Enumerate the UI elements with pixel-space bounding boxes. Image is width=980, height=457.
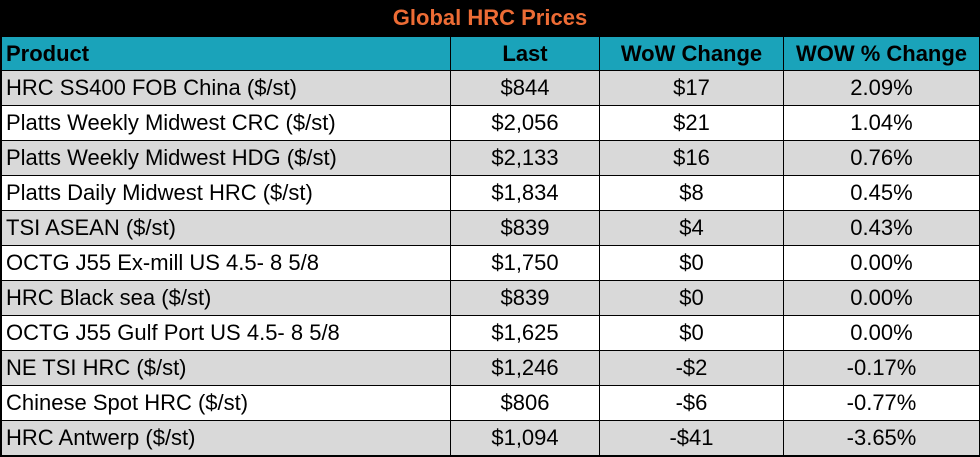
header-product: Product — [1, 36, 451, 71]
cell-wow-pct: 0.00% — [783, 315, 980, 351]
cell-last: $1,750 — [450, 245, 600, 281]
cell-last: $2,056 — [450, 105, 600, 141]
cell-product: Chinese Spot HRC ($/st) — [1, 385, 451, 421]
cell-wow-pct: 1.04% — [783, 105, 980, 141]
cell-product: Platts Daily Midwest HRC ($/st) — [1, 175, 451, 211]
table-row: TSI ASEAN ($/st) $839 $4 0.43% — [1, 210, 980, 246]
cell-wow-change: $0 — [599, 280, 784, 316]
table-row: Platts Weekly Midwest CRC ($/st) $2,056 $2… — [1, 105, 980, 141]
cell-wow-pct: 0.76% — [783, 140, 980, 176]
cell-wow-pct: 0.43% — [783, 210, 980, 246]
cell-product: HRC Antwerp ($/st) — [1, 420, 451, 456]
prices-grid: Product Last WoW Change WOW % Change HRC… — [1, 36, 980, 456]
cell-wow-pct: -0.17% — [783, 350, 980, 386]
cell-last: $844 — [450, 70, 600, 106]
cell-last: $2,133 — [450, 140, 600, 176]
cell-wow-change: $0 — [599, 315, 784, 351]
table-row: NE TSI HRC ($/st) $1,246 -$2 -0.17% — [1, 350, 980, 386]
cell-wow-change: $17 — [599, 70, 784, 106]
cell-product: Platts Weekly Midwest HDG ($/st) — [1, 140, 451, 176]
cell-wow-pct: -0.77% — [783, 385, 980, 421]
cell-product: OCTG J55 Gulf Port US 4.5- 8 5/8 — [1, 315, 451, 351]
cell-last: $839 — [450, 280, 600, 316]
header-last: Last — [450, 36, 600, 71]
cell-last: $1,834 — [450, 175, 600, 211]
header-row: Product Last WoW Change WOW % Change — [1, 36, 980, 71]
cell-wow-change: $0 — [599, 245, 784, 281]
table-title: Global HRC Prices — [1, 1, 979, 36]
cell-wow-pct: -3.65% — [783, 420, 980, 456]
table-row: HRC Antwerp ($/st) $1,094 -$41 -3.65% — [1, 420, 980, 456]
cell-wow-pct: 0.00% — [783, 245, 980, 281]
cell-wow-change: $16 — [599, 140, 784, 176]
cell-last: $839 — [450, 210, 600, 246]
cell-last: $1,246 — [450, 350, 600, 386]
table-row: HRC Black sea ($/st) $839 $0 0.00% — [1, 280, 980, 316]
cell-product: Platts Weekly Midwest CRC ($/st) — [1, 105, 451, 141]
table-row: Platts Daily Midwest HRC ($/st) $1,834 $8 0… — [1, 175, 980, 211]
cell-product: NE TSI HRC ($/st) — [1, 350, 451, 386]
table-row: HRC SS400 FOB China ($/st) $844 $17 2.09% — [1, 70, 980, 106]
cell-wow-pct: 2.09% — [783, 70, 980, 106]
table-row: OCTG J55 Ex-mill US 4.5- 8 5/8 $1,750 $0 0.… — [1, 245, 980, 281]
cell-product: HRC SS400 FOB China ($/st) — [1, 70, 451, 106]
cell-wow-change: -$6 — [599, 385, 784, 421]
header-wow-change: WoW Change — [599, 36, 784, 71]
table-body: HRC SS400 FOB China ($/st) $844 $17 2.09% Pl… — [1, 70, 980, 456]
cell-last: $806 — [450, 385, 600, 421]
table-row: OCTG J55 Gulf Port US 4.5- 8 5/8 $1,625 $0… — [1, 315, 980, 351]
cell-wow-pct: 0.00% — [783, 280, 980, 316]
cell-wow-change: $21 — [599, 105, 784, 141]
cell-product: TSI ASEAN ($/st) — [1, 210, 451, 246]
cell-last: $1,094 — [450, 420, 600, 456]
cell-wow-change: -$41 — [599, 420, 784, 456]
table-row: Platts Weekly Midwest HDG ($/st) $2,133 $1… — [1, 140, 980, 176]
header-wow-pct-change: WOW % Change — [783, 36, 980, 71]
cell-last: $1,625 — [450, 315, 600, 351]
cell-wow-change: $4 — [599, 210, 784, 246]
cell-wow-change: -$2 — [599, 350, 784, 386]
cell-wow-pct: 0.45% — [783, 175, 980, 211]
table-row: Chinese Spot HRC ($/st) $806 -$6 -0.77% — [1, 385, 980, 421]
cell-wow-change: $8 — [599, 175, 784, 211]
cell-product: OCTG J55 Ex-mill US 4.5- 8 5/8 — [1, 245, 451, 281]
cell-product: HRC Black sea ($/st) — [1, 280, 451, 316]
